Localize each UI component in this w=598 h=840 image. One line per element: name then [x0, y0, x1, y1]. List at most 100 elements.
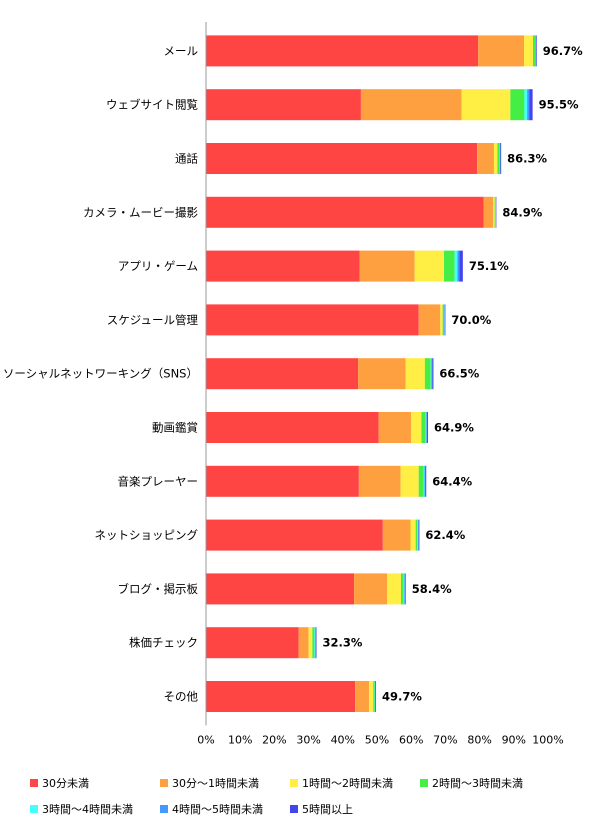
legend-swatch: [30, 779, 38, 787]
bar-segment-12-3: [308, 627, 313, 659]
bar-segment-3-6: [499, 143, 501, 174]
bar-segment-1-6: [535, 35, 537, 67]
bar-segment-2-4: [510, 89, 525, 121]
legend-swatch: [160, 805, 168, 813]
bar-segment-2-2: [360, 89, 462, 121]
category-label: 動画鑑賞: [152, 421, 198, 435]
x-tick-label: 70%: [433, 733, 457, 746]
bar-segment-7-3: [405, 358, 425, 390]
legend-swatch: [420, 779, 428, 787]
bar-segment-6-2: [418, 304, 441, 336]
bar-segment-2-5: [524, 89, 528, 121]
bar-segment-8-1: [206, 412, 379, 443]
bar-segment-4-2: [483, 196, 494, 228]
bar-segment-5-6: [457, 250, 460, 282]
legend-row-2: 3時間～4時間未満 4時間～5時間未満 5時間以上: [30, 796, 590, 822]
total-label: 62.4%: [425, 528, 465, 542]
total-label: 86.3%: [507, 152, 547, 166]
x-tick-label: 90%: [502, 733, 526, 746]
bar-segment-6-3: [440, 304, 443, 336]
total-label: 64.9%: [434, 421, 474, 435]
bar-segment-3-3: [493, 143, 498, 174]
legend-label: 30分～1時間未満: [172, 777, 259, 790]
category-label: ソーシャルネットワーキング（SNS）: [3, 367, 198, 381]
bar-segment-10-5: [417, 519, 419, 551]
bar-segment-5-4: [444, 250, 455, 282]
x-tick-label: 100%: [532, 733, 563, 746]
legend-label: 1時間～2時間未満: [302, 777, 393, 790]
x-tick-label: 40%: [331, 733, 355, 746]
x-tick-label: 0%: [197, 733, 214, 746]
bar-segment-10-7: [418, 519, 420, 551]
category-label: ネットショッピング: [95, 528, 199, 542]
bar-segment-11-6: [404, 573, 406, 605]
bar-segment-11-5: [403, 573, 405, 605]
bar-segment-12-1: [206, 627, 299, 659]
bar-segment-4-3: [493, 196, 495, 228]
x-tick-label: 30%: [296, 733, 320, 746]
bar-segment-5-3: [414, 250, 445, 282]
bar-segment-1-7: [536, 35, 537, 67]
category-label: スケジュール管理: [107, 313, 199, 327]
bar-segment-7-1: [206, 358, 359, 390]
legend-label: 2時間～3時間未満: [432, 777, 523, 790]
legend-row-1: 30分未満 30分～1時間未満 1時間～2時間未満 2時間～3時間未満: [30, 770, 590, 796]
legend-item: 30分未満: [30, 775, 160, 791]
total-label: 49.7%: [382, 690, 422, 704]
total-label: 64.4%: [432, 474, 472, 488]
legend: 30分未満 30分～1時間未満 1時間～2時間未満 2時間～3時間未満 3時間～…: [30, 770, 590, 822]
total-label: 96.7%: [543, 44, 583, 58]
category-label: アプリ・ゲーム: [118, 259, 198, 273]
x-tick-labels: 0% 10% 20% 30% 40% 50% 60% 70% 80% 90% 100%: [197, 733, 563, 746]
legend-label: 30分未満: [42, 777, 89, 790]
category-label: 通話: [175, 152, 198, 166]
bar-segment-4-1: [206, 196, 484, 228]
bar-segment-13-1: [206, 681, 356, 712]
legend-item: 5時間以上: [290, 801, 420, 817]
bar-segment-9-6: [424, 465, 426, 497]
bar-segment-2-6: [527, 89, 530, 121]
bar-segment-11-7: [405, 573, 406, 605]
total-label: 32.3%: [322, 636, 362, 650]
bar-segment-10-4: [415, 519, 418, 551]
bar-segment-1-1: [206, 35, 479, 67]
bar-segment-2-3: [461, 89, 511, 121]
bar-segment-12-4: [312, 627, 315, 659]
bar-segment-3-1: [206, 143, 478, 174]
bar-segment-5-7: [459, 250, 463, 282]
bar-segment-1-4: [532, 35, 536, 67]
legend-item: 30分～1時間未満: [160, 775, 290, 791]
bar-segment-10-1: [206, 519, 383, 551]
bar-segment-6-7: [444, 304, 446, 336]
total-label: 95.5%: [539, 98, 579, 112]
legend-label: 4時間～5時間未満: [172, 803, 263, 816]
total-label: 84.9%: [502, 205, 542, 219]
bar-segment-13-2: [355, 681, 370, 712]
bars-group: [206, 35, 537, 712]
bar-segment-6-4: [442, 304, 445, 336]
bar-segment-7-6: [431, 358, 433, 390]
bar-segment-7-4: [424, 358, 431, 390]
legend-item: 2時間～3時間未満: [420, 775, 550, 791]
bar-segment-9-2: [358, 465, 401, 497]
bar-segment-13-7: [375, 681, 376, 712]
legend-swatch: [160, 779, 168, 787]
bar-segment-3-4: [497, 143, 500, 174]
bar-segment-12-7: [315, 627, 317, 659]
bar-segment-8-7: [426, 412, 428, 443]
bar-segment-7-2: [358, 358, 406, 390]
bar-segment-9-5: [423, 465, 425, 497]
bar-segment-8-2: [378, 412, 412, 443]
bar-segment-13-3: [369, 681, 374, 712]
legend-item: 1時間～2時間未満: [290, 775, 420, 791]
category-labels: メールウェブサイト閲覧通話カメラ・ムービー撮影アプリ・ゲームスケジュール管理ソー…: [3, 44, 199, 704]
category-label: 音楽プレーヤー: [118, 474, 199, 488]
x-tick-label: 10%: [228, 733, 252, 746]
bar-segment-5-5: [454, 250, 458, 282]
bar-segment-9-7: [425, 465, 427, 497]
bar-segment-9-4: [418, 465, 424, 497]
bar-segment-11-3: [387, 573, 401, 605]
bar-segment-9-1: [206, 465, 359, 497]
bar-segment-11-4: [400, 573, 404, 605]
bar-segment-13-4: [373, 681, 375, 712]
